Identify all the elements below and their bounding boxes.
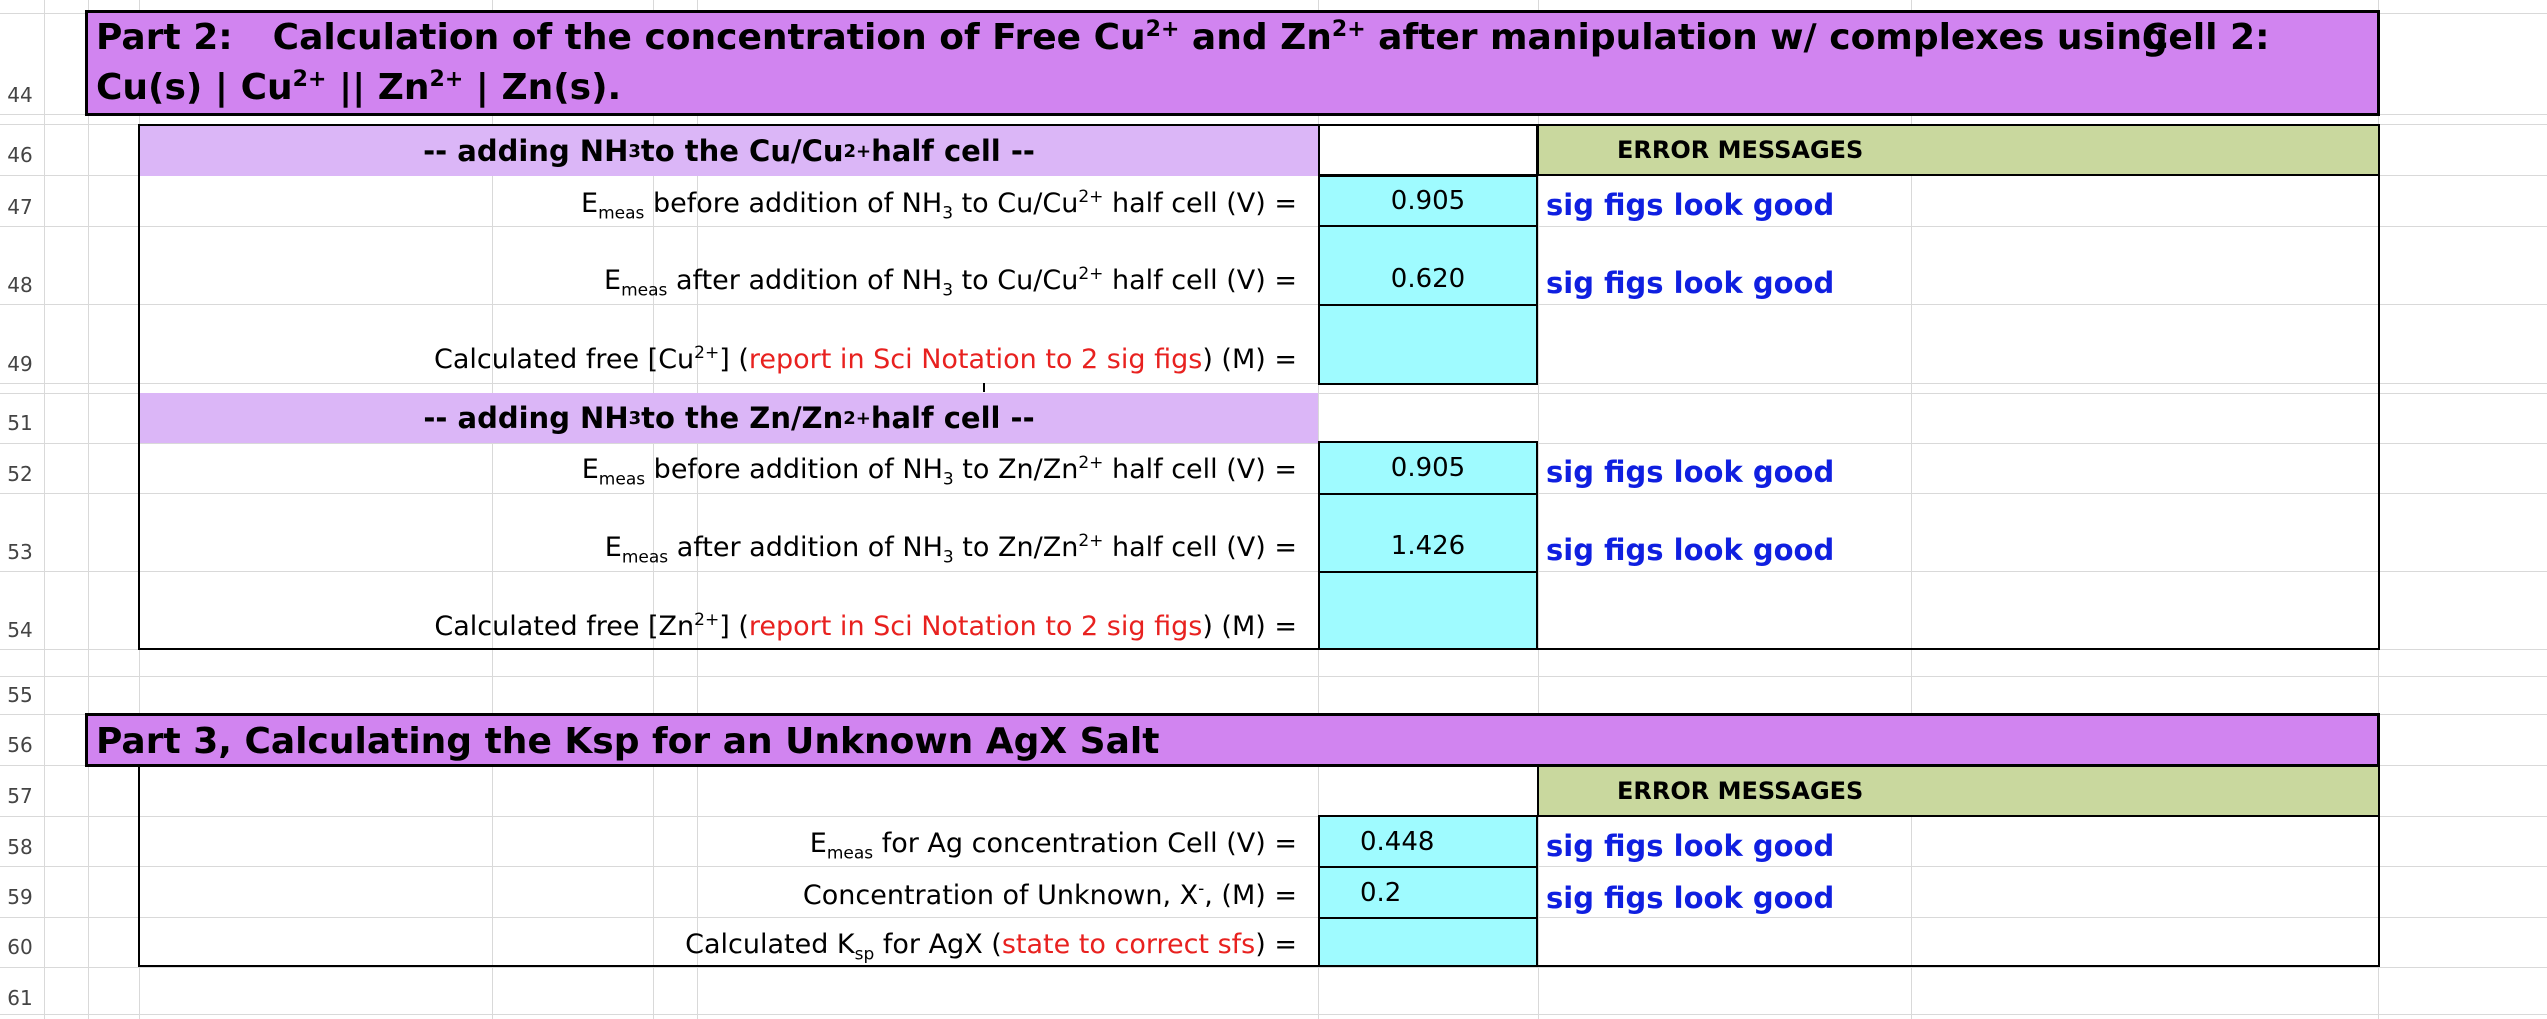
zn-calc-input[interactable]	[1318, 571, 1538, 650]
part2-title-band[interactable]: Part 2: Calculation of the concentration …	[85, 10, 2380, 116]
unknown-conc-message: sig figs look good	[1546, 881, 1835, 915]
cu-before-message: sig figs look good	[1546, 188, 1835, 222]
zn-section-header[interactable]: -- adding NH 3 to the Zn/Zn 2+ half cell -…	[140, 393, 1318, 443]
cell-notation: Cu(s) | Cu2+ || Zn2+ | Zn(s).	[96, 67, 622, 108]
cu-after-label: Emeas after addition of NH3 to Cu/Cu2+ h…	[604, 264, 1297, 301]
zn-before-message: sig figs look good	[1546, 455, 1835, 489]
part2-table	[138, 124, 2380, 650]
row-number[interactable]: 61	[7, 986, 33, 1010]
zn-before-label: Emeas before addition of NH3 to Zn/Zn2+ …	[581, 453, 1297, 490]
blank-cell[interactable]	[1318, 124, 1538, 176]
zn-after-label: Emeas after addition of NH3 to Zn/Zn2+ h…	[604, 531, 1297, 568]
unknown-conc-input[interactable]: 0.2	[1318, 866, 1538, 919]
part3-title: Part 3, Calculating the Ksp for an Unkno…	[96, 721, 1160, 762]
row-number[interactable]: 52	[7, 462, 33, 486]
cu-after-message: sig figs look good	[1546, 266, 1835, 300]
row-number[interactable]: 60	[7, 935, 33, 959]
zn-after-input[interactable]: 1.426	[1318, 493, 1538, 573]
zn-calc-label: Calculated free [Zn2+] (report in Sci No…	[434, 610, 1297, 642]
ksp-input[interactable]	[1318, 917, 1538, 967]
ag-cell-label: Emeas for Ag concentration Cell (V) =	[809, 828, 1297, 864]
zn-before-input[interactable]: 0.905	[1318, 441, 1538, 495]
row-number[interactable]: 47	[7, 195, 33, 219]
part2-title: Part 2: Calculation of the concentration …	[96, 17, 2168, 58]
row-number[interactable]: 56	[7, 733, 33, 757]
row-number[interactable]: 48	[7, 273, 33, 297]
row-number[interactable]: 59	[7, 885, 33, 909]
cu-section-header[interactable]: -- adding NH 3 to the Cu/Cu 2+ half cell -…	[140, 126, 1318, 176]
ksp-label: Calculated Ksp for AgX (state to correct…	[685, 929, 1297, 965]
cu-before-label: Emeas before addition of NH3 to Cu/Cu2+ …	[581, 187, 1297, 224]
row-number[interactable]: 55	[7, 683, 33, 707]
row-number[interactable]: 46	[7, 143, 33, 167]
row-number[interactable]: 51	[7, 411, 33, 435]
row-number[interactable]: 58	[7, 835, 33, 859]
zn-after-message: sig figs look good	[1546, 533, 1835, 567]
row-number[interactable]: 44	[7, 83, 33, 107]
unknown-conc-label: Concentration of Unknown, X-, (M) =	[802, 879, 1297, 911]
row-number[interactable]: 49	[7, 352, 33, 376]
row-number[interactable]: 54	[7, 618, 33, 642]
row-number[interactable]: 57	[7, 784, 33, 808]
cu-before-input[interactable]: 0.905	[1318, 175, 1538, 227]
row-number[interactable]: 53	[7, 540, 33, 564]
error-messages-header: ERROR MESSAGES	[1537, 124, 2380, 176]
cu-after-input[interactable]: 0.620	[1318, 225, 1538, 306]
cu-calc-input[interactable]	[1318, 304, 1538, 385]
part3-title-band[interactable]: Part 3, Calculating the Ksp for an Unkno…	[85, 713, 2380, 767]
ag-cell-input[interactable]: 0.448	[1318, 815, 1538, 868]
ag-cell-message: sig figs look good	[1546, 829, 1835, 863]
cu-calc-label: Calculated free [Cu2+] (report in Sci No…	[434, 343, 1297, 375]
part3-table	[138, 765, 2380, 967]
cell-cursor-mark	[983, 383, 985, 392]
error-messages-header: ERROR MESSAGES	[1537, 765, 2380, 817]
cell-label: Cell 2:	[2142, 17, 2270, 58]
